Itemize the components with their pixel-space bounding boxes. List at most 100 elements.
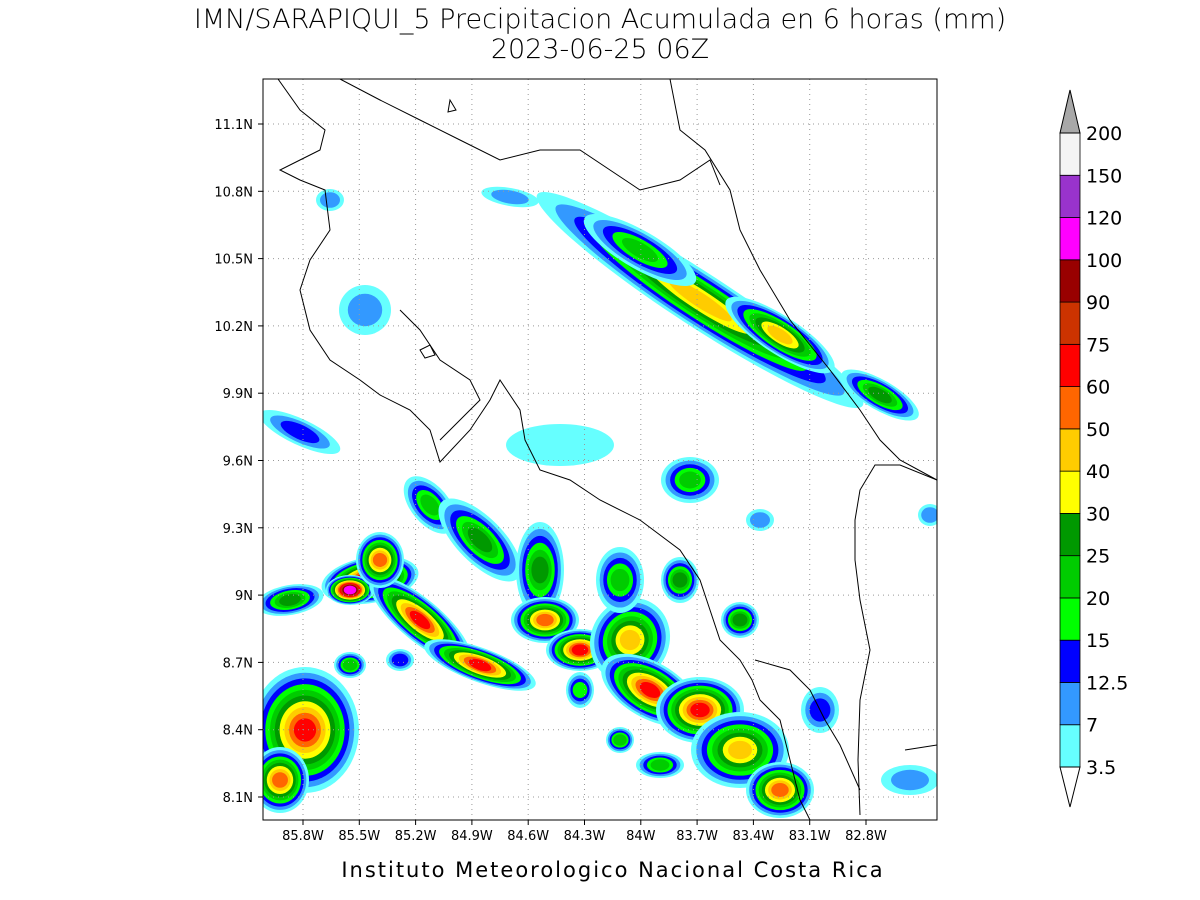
axis-labels: 11.1N 10.8N 10.5N 10.2N 9.9N 9.6N 9.3N 9N 8.7N 8.… bbox=[214, 118, 887, 844]
precip-contour bbox=[531, 556, 549, 584]
lon-label: 84.9W bbox=[451, 829, 493, 844]
precip-contour bbox=[347, 293, 383, 327]
colorbar-segment bbox=[1059, 301, 1081, 345]
colorbar-label: 40 bbox=[1086, 461, 1110, 483]
colorbar-label: 200 bbox=[1086, 123, 1122, 145]
lon-label: 85.2W bbox=[395, 829, 437, 844]
colorbar-label: 3.5 bbox=[1086, 757, 1116, 779]
colorbar-label: 12.5 bbox=[1086, 672, 1128, 694]
precip-contour bbox=[468, 658, 492, 672]
precip-contour bbox=[728, 740, 752, 760]
precip-contour bbox=[621, 237, 659, 263]
lat-label: 10.8N bbox=[214, 185, 253, 200]
precip-contour bbox=[767, 325, 793, 345]
lon-label: 85.8W bbox=[282, 829, 324, 844]
lon-label: 84.6W bbox=[507, 829, 549, 844]
lat-label: 9.6N bbox=[223, 455, 253, 470]
precip-contour bbox=[279, 594, 301, 606]
colorbar-over bbox=[1059, 89, 1081, 134]
colorbar-segment bbox=[1059, 470, 1081, 514]
lon-label: 84W bbox=[626, 829, 656, 844]
colorbar-segment bbox=[1059, 217, 1081, 261]
precip-contour bbox=[272, 772, 288, 788]
colorbar-segment bbox=[1059, 639, 1081, 683]
colorbar: 3.5 7 12.5 15 20 25 30 40 50 60 75 90 100 120 150 200 bbox=[1059, 89, 1128, 808]
colorbar-segment bbox=[1059, 259, 1081, 303]
lat-label: 8.7N bbox=[223, 656, 253, 671]
colorbar-label: 25 bbox=[1086, 546, 1110, 568]
colorbar-under bbox=[1059, 766, 1081, 808]
precip-contour bbox=[639, 682, 661, 698]
precip-contour bbox=[613, 734, 627, 746]
precip-contour bbox=[891, 769, 929, 791]
precip-contour bbox=[619, 629, 641, 651]
precip-contour bbox=[280, 420, 320, 444]
colorbar-label: 75 bbox=[1086, 334, 1110, 356]
lon-label: 83.1W bbox=[789, 829, 831, 844]
lat-label: 9N bbox=[235, 589, 253, 604]
subtitle: 2023-06-25 06Z bbox=[491, 34, 709, 65]
precip-contour bbox=[679, 471, 701, 489]
precip-contour bbox=[343, 585, 357, 595]
precip-contour bbox=[420, 494, 440, 516]
colorbar-label: 150 bbox=[1086, 165, 1122, 187]
colorbar-segment bbox=[1059, 555, 1081, 599]
colorbar-label: 20 bbox=[1086, 588, 1110, 610]
precip-contour bbox=[650, 759, 670, 771]
plot-frame bbox=[262, 78, 938, 821]
lat-label: 8.1N bbox=[223, 791, 253, 806]
colorbar-label: 120 bbox=[1086, 208, 1122, 230]
coastline bbox=[277, 79, 937, 820]
lon-label: 85.5W bbox=[338, 829, 380, 844]
lon-label: 82.8W bbox=[845, 829, 887, 844]
precip-contour bbox=[293, 718, 317, 742]
precip-contour bbox=[921, 507, 937, 523]
lat-label: 9.3N bbox=[223, 522, 253, 537]
precip-contour bbox=[732, 613, 748, 627]
precip-field bbox=[263, 186, 937, 818]
precip-contour bbox=[506, 424, 614, 466]
lat-label: 11.1N bbox=[214, 118, 253, 133]
precip-contour bbox=[610, 568, 630, 592]
colorbar-segment bbox=[1059, 386, 1081, 430]
lat-label: 8.4N bbox=[223, 724, 253, 739]
grid bbox=[263, 79, 937, 820]
colorbar-segment bbox=[1059, 132, 1081, 176]
lon-label: 83.4W bbox=[732, 829, 774, 844]
footer: Instituto Meteorologico Nacional Costa R… bbox=[341, 858, 884, 882]
precip-contour bbox=[409, 610, 431, 630]
precip-contour bbox=[690, 702, 710, 718]
precip-contour bbox=[668, 278, 732, 322]
colorbar-segment bbox=[1059, 513, 1081, 557]
colorbar-label: 60 bbox=[1086, 377, 1110, 399]
colorbar-segment bbox=[1059, 174, 1081, 218]
colorbar-label: 100 bbox=[1086, 250, 1122, 272]
lon-label: 84.3W bbox=[564, 829, 606, 844]
colorbar-label: 15 bbox=[1086, 630, 1110, 652]
precip-contour bbox=[320, 192, 340, 208]
colorbar-label: 90 bbox=[1086, 292, 1110, 314]
lat-label: 10.2N bbox=[214, 320, 253, 335]
precip-contour bbox=[491, 189, 529, 205]
colorbar-label: 50 bbox=[1086, 419, 1110, 441]
colorbar-segment bbox=[1059, 343, 1081, 388]
colorbar-label: 7 bbox=[1086, 715, 1098, 737]
precip-contour bbox=[467, 527, 493, 553]
precip-contour bbox=[391, 653, 409, 667]
precip-contour bbox=[342, 659, 358, 671]
precip-contour bbox=[750, 512, 770, 528]
precip-contour bbox=[372, 553, 388, 567]
colorbar-segment bbox=[1059, 724, 1081, 768]
lat-label: 10.5N bbox=[214, 253, 253, 268]
colorbar-segment bbox=[1059, 682, 1081, 726]
precip-contour bbox=[771, 783, 789, 797]
lon-label: 83.7W bbox=[676, 829, 718, 844]
title: IMN/SARAPIQUI_5 Precipitacion Acumulada … bbox=[194, 4, 1006, 35]
precip-contour bbox=[672, 572, 688, 588]
colorbar-segment bbox=[1059, 428, 1081, 472]
precip-contour bbox=[572, 682, 588, 698]
colorbar-segment bbox=[1059, 597, 1081, 641]
precip-contour bbox=[571, 644, 589, 656]
precip-contour bbox=[536, 613, 554, 627]
